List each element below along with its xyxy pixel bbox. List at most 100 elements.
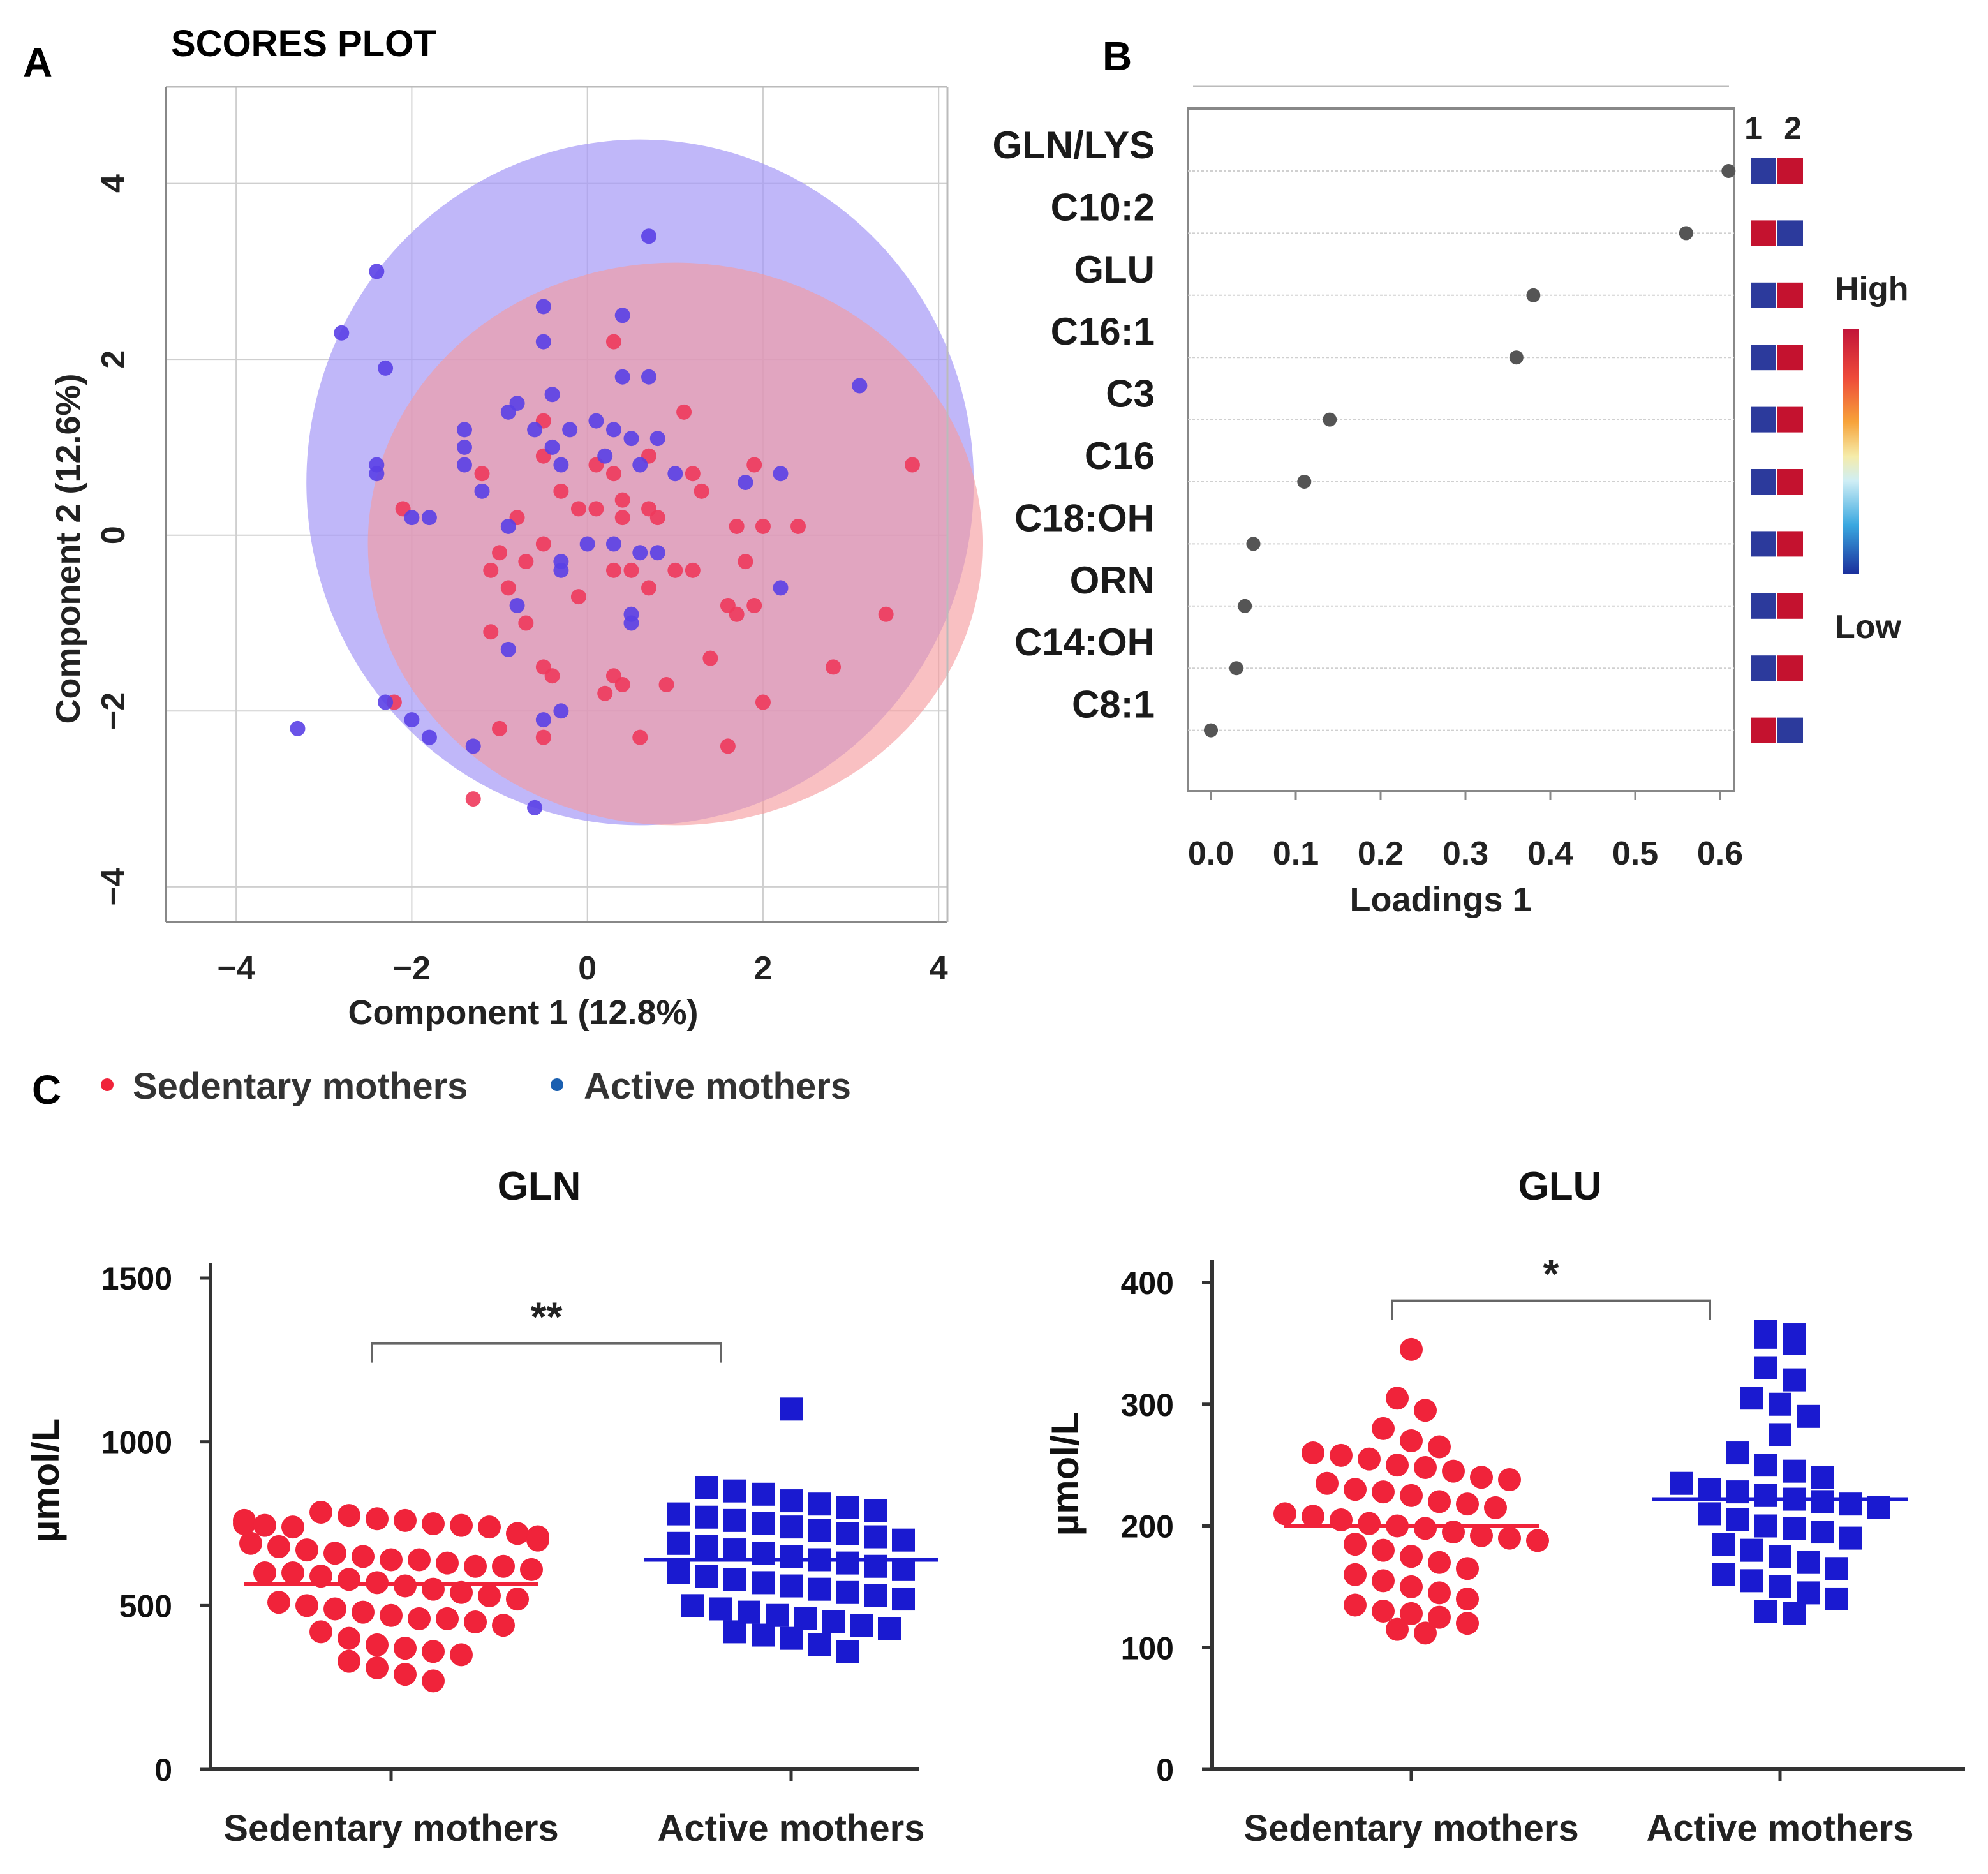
heat-cell-high (1777, 531, 1803, 557)
heat-cell-low (1751, 655, 1776, 681)
point-sedentary-mothers (1400, 1484, 1423, 1507)
point-sedentary-mothers (1414, 1399, 1437, 1422)
point-active-mothers (1712, 1533, 1735, 1556)
point-sedentary-mothers (338, 1568, 360, 1591)
scores-point-sedentary-mothers (746, 457, 762, 473)
scores-point-sedentary-mothers (605, 562, 621, 578)
feature-label: C10:2 (1051, 186, 1155, 228)
point-active-mothers (681, 1594, 704, 1617)
scores-x-tick: −4 (217, 950, 255, 987)
scores-x-tick: 2 (753, 950, 772, 987)
significance-label: ** (531, 1294, 563, 1340)
feature-label: C8:1 (1072, 683, 1155, 726)
scores-point-active-mothers (474, 483, 490, 499)
scores-point-sedentary-mothers (588, 501, 604, 517)
scores-ellipse-sedentary-mothers (367, 262, 983, 826)
point-sedentary-mothers (239, 1531, 262, 1555)
point-active-mothers (723, 1479, 746, 1503)
scores-point-sedentary-mothers (500, 580, 516, 596)
point-sedentary-mothers (352, 1600, 375, 1624)
point-sedentary-mothers (422, 1512, 445, 1535)
scores-plot-title: SCORES PLOT (171, 23, 436, 64)
point-sedentary-mothers (1414, 1455, 1437, 1479)
significance-bracket (371, 1342, 722, 1363)
loadings-x-axis-label: Loadings 1 (1349, 881, 1531, 919)
point-sedentary-mothers (352, 1545, 375, 1568)
point-sedentary-mothers (1400, 1429, 1423, 1452)
point-sedentary-mothers (323, 1597, 346, 1621)
point-sedentary-mothers (1358, 1512, 1381, 1535)
point-sedentary-mothers (1428, 1435, 1451, 1459)
scores-point-sedentary-mothers (658, 676, 674, 692)
point-sedentary-mothers (394, 1637, 417, 1660)
point-active-mothers (780, 1515, 803, 1539)
heat-cell-high (1777, 469, 1803, 495)
point-sedentary-mothers (464, 1554, 487, 1578)
point-sedentary-mothers (267, 1591, 290, 1614)
point-active-mothers (1797, 1581, 1820, 1605)
scores-point-active-mothers (456, 422, 472, 438)
heat-cell-low (1751, 531, 1776, 557)
glu-points (1273, 1320, 1908, 1645)
scores-point-active-mothers (421, 729, 437, 745)
scores-point-active-mothers (588, 413, 604, 429)
point-active-mothers (766, 1603, 789, 1627)
point-active-mothers (1811, 1490, 1834, 1513)
scores-point-sedentary-mothers (702, 650, 718, 666)
point-sedentary-mothers (233, 1512, 256, 1535)
loading-point (1229, 661, 1243, 676)
feature-label: C16:1 (1051, 310, 1155, 353)
x-tick-label: Active mothers (1646, 1808, 1913, 1849)
panel-b-label: B (1102, 33, 1132, 79)
scores-point-sedentary-mothers (597, 685, 613, 701)
scores-point-sedentary-mothers (720, 738, 736, 754)
point-active-mothers (752, 1623, 775, 1647)
scores-point-active-mothers (632, 545, 648, 561)
heat-cell-high (1777, 406, 1803, 433)
point-active-mothers (1698, 1502, 1721, 1526)
loadings-x-tick: 0.1 (1273, 835, 1319, 872)
glu-dot-plot: GLU µmol/L 400 300 200 100 0 Sedentary mother… (1044, 1164, 1965, 1849)
scores-point-sedentary-mothers (649, 510, 665, 526)
feature-label: GLN/LYS (992, 124, 1155, 167)
legend-active-label: Active mothers (584, 1066, 851, 1107)
point-active-mothers (752, 1482, 775, 1506)
loading-point (1509, 350, 1524, 365)
point-active-mothers (1726, 1508, 1749, 1531)
heat-cell-high (1777, 282, 1803, 308)
point-sedentary-mothers (1316, 1471, 1339, 1495)
scores-point-sedentary-mothers (570, 501, 586, 517)
scores-point-active-mothers (456, 439, 472, 455)
point-sedentary-mothers (408, 1548, 431, 1572)
point-active-mothers (836, 1640, 859, 1663)
gln-title: GLN (498, 1164, 581, 1208)
loadings-frame (1187, 107, 1735, 792)
y-tick-label: 300 (1121, 1387, 1174, 1423)
point-active-mothers (808, 1633, 831, 1656)
point-sedentary-mothers (1372, 1600, 1395, 1623)
scores-point-sedentary-mothers (553, 483, 569, 499)
scores-point-active-mothers (579, 536, 595, 552)
point-sedentary-mothers (1470, 1466, 1493, 1489)
scores-point-sedentary-mothers (632, 729, 648, 745)
heat-cell-low (1751, 345, 1776, 371)
point-sedentary-mothers (1330, 1443, 1353, 1467)
scores-point-active-mothers (334, 325, 350, 341)
scores-point-sedentary-mothers (826, 659, 842, 675)
point-sedentary-mothers (450, 1513, 473, 1537)
point-active-mothers (892, 1528, 915, 1552)
scores-points (290, 228, 920, 815)
point-active-mothers (695, 1476, 718, 1499)
scores-point-sedentary-mothers (535, 536, 551, 552)
point-active-mothers (709, 1597, 732, 1621)
scores-point-sedentary-mothers (790, 518, 806, 534)
scores-point-sedentary-mothers (878, 606, 894, 622)
point-sedentary-mothers (1400, 1602, 1423, 1625)
point-active-mothers (1754, 1514, 1777, 1538)
point-active-mothers (738, 1600, 760, 1624)
scores-point-active-mothers (852, 378, 868, 394)
point-sedentary-mothers (1526, 1529, 1549, 1552)
scores-point-active-mothers (421, 510, 437, 526)
y-tick-label: 400 (1121, 1265, 1174, 1301)
